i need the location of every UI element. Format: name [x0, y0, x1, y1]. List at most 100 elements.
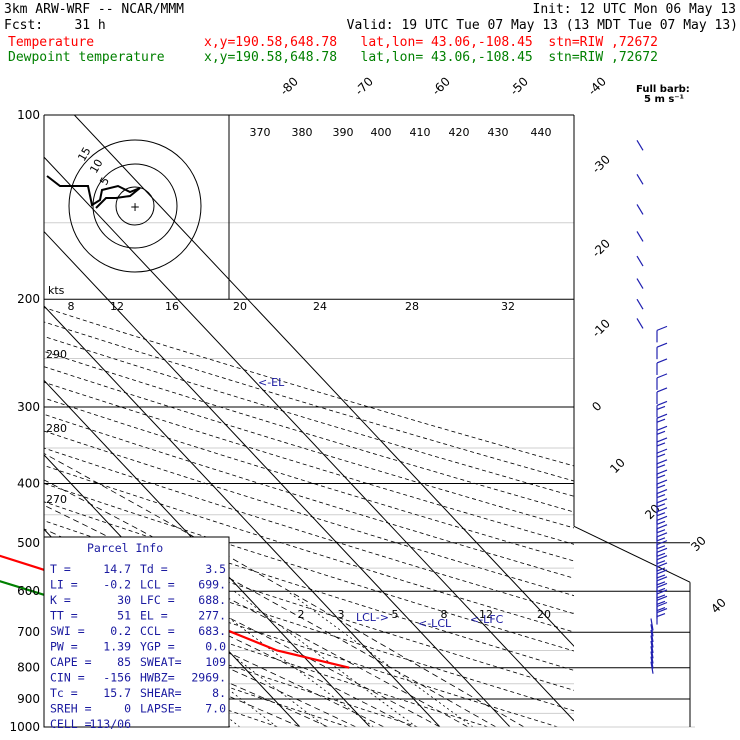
mixing-ratio-label: 5 — [392, 608, 399, 621]
parcel-field-value: 277. — [198, 609, 226, 623]
barb-flag — [656, 547, 668, 553]
parcel-info-box: Parcel Info T = 14.7 Td = 3.5 LI = -0.2 LCL = 69… — [43, 536, 230, 731]
wind-barb — [650, 651, 654, 664]
barb-shaft — [650, 635, 654, 648]
wind-barb — [636, 318, 644, 329]
isotherm-line — [73, 115, 574, 647]
parcel-info-title: Parcel Info — [87, 541, 163, 555]
wind-barb — [636, 140, 644, 151]
barb-flag — [656, 581, 666, 586]
barb-shaft — [636, 278, 644, 289]
wind-barb — [636, 255, 644, 267]
forecast-hour: Fcst: 31 h — [4, 18, 106, 33]
wind-barb — [656, 387, 668, 404]
parcel-field-value: 1.39 — [103, 640, 131, 654]
isotherm-label: -60 — [429, 74, 453, 98]
mixing-ratio-label: 20 — [537, 608, 551, 621]
barb-flag — [656, 425, 668, 431]
barb-flag — [656, 503, 666, 508]
mixing-ratio-label-upper: 16 — [165, 300, 179, 313]
wind-barb — [636, 231, 644, 242]
wind-barb — [656, 479, 668, 497]
wind-barb — [656, 489, 668, 506]
mixing-ratio-label-upper: 28 — [405, 300, 419, 313]
barb-shaft — [636, 255, 644, 267]
barb-flag — [656, 555, 668, 561]
wind-barb — [636, 174, 644, 185]
barb-flag — [656, 606, 666, 612]
parcel-field-label: LI = — [50, 578, 78, 592]
isotherm-label: -50 — [507, 74, 531, 98]
parcel-field-value: 15.7 — [103, 686, 131, 700]
right-axis-slant — [573, 525, 691, 583]
mixing-ratio-label: 8 — [441, 608, 448, 621]
parcel-field-label: LCL = — [140, 578, 175, 592]
parcel-field-value: 683. — [198, 624, 226, 638]
barb-shaft — [636, 140, 644, 151]
wind-barb — [636, 278, 644, 289]
parcel-field-value: 30 — [117, 593, 131, 607]
barb-shaft — [636, 318, 644, 329]
parcel-field-label: CCL = — [140, 624, 175, 638]
barb-flag — [656, 430, 666, 435]
parcel-field-value: 113/06 — [89, 717, 131, 731]
barb-flag — [656, 613, 666, 618]
model-title: 3km ARW-WRF -- NCAR/MMM — [4, 2, 185, 17]
theta-label: 420 — [449, 126, 470, 139]
parcel-field-value: 109 — [205, 655, 226, 669]
valid-time: Valid: 19 UTC Tue 07 May 13 (13 MDT Tue … — [346, 18, 738, 33]
pressure-label: 900 — [17, 692, 40, 706]
parcel-field-value: 14.7 — [103, 562, 131, 576]
pressure-label: 700 — [17, 625, 40, 639]
parcel-field-label: PW = — [50, 640, 78, 654]
hodograph-center: + — [130, 200, 140, 214]
parcel-field-value: 688. — [198, 593, 226, 607]
barb-shaft — [636, 298, 644, 310]
pressure-label: 1000 — [9, 720, 40, 734]
barb-flag — [656, 413, 668, 419]
theta-label: 430 — [488, 126, 509, 139]
mixing-ratio-label-upper: 32 — [501, 300, 515, 313]
barb-flag — [656, 574, 666, 579]
barb-flag — [656, 474, 666, 479]
barb-flag — [656, 582, 668, 588]
level-marker: <-LFC — [470, 613, 504, 626]
theta-label: 400 — [371, 126, 392, 139]
wind-barb — [656, 342, 668, 360]
isotherm-line — [44, 379, 371, 727]
barb-flag — [656, 587, 666, 592]
wind-barb — [656, 437, 668, 454]
barb-flag — [656, 562, 668, 568]
barb-shaft — [650, 656, 654, 669]
wind-barb — [656, 515, 668, 533]
parcel-field-label: Tc = — [50, 686, 78, 700]
isotherm-label: -40 — [585, 74, 609, 98]
barb-flag — [656, 442, 666, 447]
parcel-field-value: 0.2 — [110, 624, 131, 638]
barb-flag — [656, 545, 666, 550]
mixing-ratio-label: 12 — [479, 608, 493, 621]
mixing-ratio-label: 3 — [338, 608, 345, 621]
hodograph-ring — [115, 186, 155, 226]
parcel-field-value: -0.2 — [103, 578, 131, 592]
barb-shaft — [650, 624, 654, 637]
hodograph-units: kts — [48, 284, 65, 297]
dry-adiabat — [44, 430, 574, 597]
barb-flag — [656, 437, 668, 443]
wind-barb — [650, 661, 654, 674]
barb-shaft — [650, 646, 654, 659]
barb-flag — [656, 325, 668, 331]
parcel-field-label: CIN = — [50, 671, 85, 685]
parcel-field-value: 8. — [212, 686, 226, 700]
barb-flag — [656, 569, 668, 575]
pressure-label: 500 — [17, 536, 40, 550]
theta-label: 370 — [250, 126, 271, 139]
barb-flag — [656, 601, 668, 608]
barb-shaft — [650, 661, 654, 674]
parcel-field-value: 0.0 — [205, 640, 226, 654]
barb-flag — [656, 507, 668, 513]
dry-adiabat — [44, 351, 574, 513]
mixing-ratio-label-upper: 20 — [233, 300, 247, 313]
level-marker: LCL-> — [356, 611, 389, 624]
parcel-field-label: T = — [50, 562, 71, 576]
